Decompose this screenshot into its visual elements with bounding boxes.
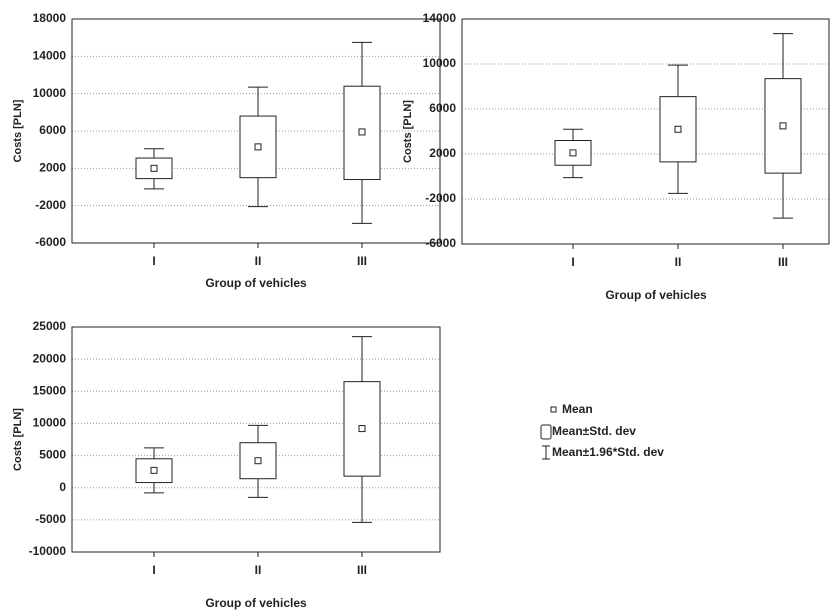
y-tick-label: 18000 (33, 11, 67, 25)
legend-mean-icon (550, 406, 557, 413)
upper-whisker (352, 336, 372, 382)
x-tick-label: II (675, 255, 682, 269)
plot-frame (461, 18, 830, 245)
y-tick-label: -6000 (425, 236, 456, 250)
y-tick-label: 10000 (423, 56, 457, 70)
upper-whisker (248, 86, 268, 117)
y-tick-label: 6000 (39, 123, 66, 137)
mean-marker (358, 128, 366, 136)
x-tick-label: III (778, 255, 788, 269)
legend-whisker-icon (542, 445, 550, 460)
legend-label: Mean±1.96*Std. dev (552, 445, 664, 459)
upper-whisker (668, 64, 688, 97)
y-tick-label: 10000 (33, 86, 67, 100)
y-tick-label: -5000 (35, 512, 66, 526)
y-axis-label: Costs [PLN] (12, 408, 24, 471)
chart: -6000 -2000 2000 6000 10000 14000 18000 Costs [… (12, 11, 441, 290)
y-tick-label: -6000 (35, 235, 66, 249)
lower-whisker (563, 165, 583, 179)
plot-frame (71, 18, 441, 244)
y-tick-label: 0 (59, 480, 66, 494)
mean-marker (779, 122, 787, 130)
x-axis-label: Group of vehicles (605, 288, 707, 302)
mean-marker (569, 149, 577, 157)
y-tick-label: 14000 (33, 49, 67, 63)
mean-marker (254, 143, 262, 151)
plot-frame (71, 326, 441, 553)
lower-whisker (144, 482, 164, 494)
legend: Mean Mean±Std. dev Mean±1.96*Std. dev (540, 402, 664, 460)
y-tick-label: 15000 (33, 383, 67, 397)
lower-whisker (144, 178, 164, 190)
lower-whisker (352, 476, 372, 523)
x-tick-label: III (357, 563, 367, 577)
mean-marker (254, 457, 262, 465)
x-tick-label: III (357, 254, 367, 268)
x-tick-label: II (255, 254, 262, 268)
mean-marker (674, 125, 682, 133)
upper-whisker (563, 128, 583, 141)
y-tick-label: 10000 (33, 416, 67, 430)
chart: -10000 -5000 0 5000 10000 15000 20000 25000 Cost… (12, 319, 441, 610)
upper-whisker (248, 424, 268, 443)
mean-marker (150, 466, 158, 474)
mean-marker (150, 164, 158, 172)
y-tick-label: 25000 (33, 319, 67, 333)
y-tick-label: -10000 (29, 544, 67, 558)
y-tick-label: -2000 (425, 191, 456, 205)
upper-whisker (352, 41, 372, 87)
y-tick-label: 5000 (39, 448, 66, 462)
x-axis-label: Group of vehicles (205, 596, 307, 610)
lower-whisker (352, 179, 372, 224)
lower-whisker (773, 173, 793, 219)
x-tick-label: I (571, 255, 574, 269)
y-tick-label: 2000 (429, 146, 456, 160)
lower-whisker (248, 177, 268, 208)
y-axis-label: Costs [PLN] (12, 99, 24, 162)
upper-whisker (144, 447, 164, 459)
y-axis-label: Costs [PLN] (402, 100, 414, 163)
y-tick-label: 2000 (39, 161, 66, 175)
y-tick-label: -2000 (35, 198, 66, 212)
legend-label: Mean (562, 402, 593, 416)
upper-whisker (144, 148, 164, 159)
x-tick-label: I (152, 563, 155, 577)
legend-box-icon (540, 424, 552, 440)
y-tick-label: 20000 (33, 351, 67, 365)
upper-whisker (773, 33, 793, 79)
x-axis-label: Group of vehicles (205, 276, 307, 290)
lower-whisker (248, 478, 268, 498)
y-tick-label: 6000 (429, 101, 456, 115)
x-tick-label: II (255, 563, 262, 577)
y-tick-label: 14000 (423, 11, 457, 25)
mean-marker (358, 425, 366, 433)
x-tick-label: I (152, 254, 155, 268)
sd-box (659, 96, 697, 163)
lower-whisker (668, 161, 688, 194)
chart: -6000 -2000 2000 6000 10000 14000 Costs [PLN] G… (402, 11, 830, 302)
legend-label: Mean±Std. dev (552, 424, 636, 438)
